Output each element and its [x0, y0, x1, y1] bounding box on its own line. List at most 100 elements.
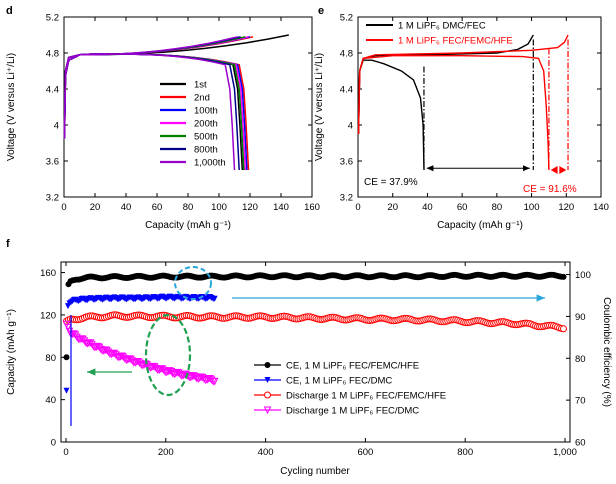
point [263, 406, 272, 415]
point [203, 376, 212, 384]
legend-label: Discharge 1 M LiPF₆ FEC/DMC [286, 406, 419, 417]
x-tick-label: 400 [258, 447, 274, 458]
y-tick-label: 5.2 [46, 13, 59, 24]
series-points [63, 271, 567, 361]
point [211, 295, 218, 302]
plot-frame-e [357, 16, 602, 198]
y-tick-label: 4.8 [46, 49, 59, 60]
legend-label: CE, 1 M LiPF₆ FEC/DMC [286, 376, 392, 387]
discharge-curve-fec [357, 55, 550, 171]
x-tick-label: 40 [422, 202, 433, 213]
x-axis-label-d: Capacity (mAh g⁻¹) [145, 220, 231, 231]
x-tick-label: 40 [121, 202, 132, 213]
y-tick-label: 4 [54, 121, 59, 132]
x-axis-label-e: Capacity (mAh g⁻¹) [437, 220, 523, 231]
ce-black-annotation: CE = 37.9% [364, 177, 418, 188]
point [152, 364, 161, 373]
legend-label: 1 M LiPF₆ FEC/FEMC/HFE [398, 36, 513, 47]
y2-tick-label: 100 [575, 270, 591, 281]
x-tick-label: 80 [183, 202, 194, 213]
legend-d: 1st 2nd 100th 200th 500th 800th 1,000th [160, 80, 226, 169]
legend-label: 200th [194, 119, 218, 130]
y-tick-label: 4 [348, 121, 353, 132]
x-tick-label: 20 [90, 202, 101, 213]
axis-ticks-d: 0 20 40 60 80 100 120 140 160 3.2 3.6 4 4.4 4.8 5.2 [46, 13, 320, 214]
y-tick-label: 3.6 [340, 157, 353, 168]
x-tick-label: 0 [63, 447, 68, 458]
point [560, 325, 568, 333]
point [128, 357, 137, 366]
x-tick-label: 100 [211, 202, 227, 213]
point [146, 364, 155, 372]
point [264, 391, 271, 399]
point [162, 368, 171, 377]
ce-red-annotation: CE = 91.6% [523, 184, 577, 195]
point [139, 361, 147, 370]
discharge-curve-dmc [357, 59, 425, 171]
x-tick-label: 120 [558, 202, 574, 213]
charge-curve-dmc [357, 34, 534, 135]
legend-label: Discharge 1 M LiPF₆ FEC/FEMC/HFE [286, 391, 446, 402]
discharge-curve [63, 53, 236, 171]
point [179, 371, 188, 380]
charge-curve-fec [357, 34, 569, 135]
x-tick-label: 80 [492, 202, 503, 213]
point [97, 345, 105, 354]
x-tick-label: 200 [158, 447, 174, 458]
point [194, 375, 203, 383]
point [186, 373, 195, 382]
panel-d: d 0 20 40 60 80 100 120 140 1603.23.644.44.85.2 … [6, 5, 320, 231]
x-tick-label: 0 [61, 202, 66, 213]
point [86, 339, 95, 347]
y-tick-label: 160 [40, 268, 56, 279]
panel-label-f: f [6, 238, 10, 250]
y-tick-label: 80 [45, 353, 56, 364]
y-tick-label: 0 [51, 438, 56, 449]
point [264, 377, 271, 383]
point [136, 359, 144, 368]
y-tick-label: 3.2 [340, 193, 353, 204]
panel-label-e: e [318, 5, 324, 17]
plot-frame-d [63, 16, 313, 198]
x-tick-label: 120 [242, 202, 258, 213]
highlight-ellipse-discharge [144, 313, 192, 397]
x-tick-label: 600 [357, 447, 373, 458]
point [115, 353, 123, 362]
point [103, 346, 111, 355]
point [191, 373, 200, 381]
x-tick-label: 20 [387, 202, 398, 213]
y-tick-label: 120 [40, 310, 56, 321]
highlight-ellipse-ce [174, 266, 212, 300]
point [73, 333, 81, 342]
y-tick-label: 40 [45, 395, 56, 406]
y-tick-label: 5.2 [340, 13, 353, 24]
ce-arrow-head-right [559, 166, 567, 174]
legend-label: CE, 1 M LiPF₆ FEC/FEMC/HFE [286, 361, 419, 372]
point [264, 362, 271, 368]
y2-tick-label: 60 [575, 438, 586, 449]
discharge-curve [63, 53, 250, 171]
y2-tick-label: 90 [575, 312, 586, 323]
legend-label: 800th [194, 145, 218, 156]
legend-label: 500th [194, 132, 218, 143]
legend-label: 1,000th [194, 158, 226, 169]
x-tick-label: 140 [273, 202, 289, 213]
y-tick-label: 4.8 [340, 49, 353, 60]
x-tick-label: 140 [593, 202, 609, 213]
y-axis-label-f: Capacity (mAh g⁻¹) [6, 309, 17, 395]
y-tick-label: 4.4 [340, 85, 353, 96]
x-tick-label: 100 [524, 202, 540, 213]
panel-e: e 0 20 40 60 80 100 120 140 3.2 3.6 4 4.4 4.8 5.2 1 M… [314, 5, 609, 231]
point [170, 370, 179, 379]
ce-arrow-head-left [550, 166, 558, 174]
point [207, 376, 216, 384]
x-tick-label: 160 [304, 202, 320, 213]
series-points [62, 311, 568, 333]
axis-ticks-f: 0 200 400 600 800 1,000 0 40 80 120 160 60 70 80 90 100 [40, 262, 591, 458]
y-tick-label: 4.4 [46, 85, 59, 96]
panel-label-d: d [6, 5, 13, 17]
legend-label: 1 M LiPF₆ DMC/FEC [398, 21, 486, 32]
y2-axis-label-f: Coulombic efficiency (%) [601, 297, 612, 407]
discharge-curve [63, 53, 247, 171]
